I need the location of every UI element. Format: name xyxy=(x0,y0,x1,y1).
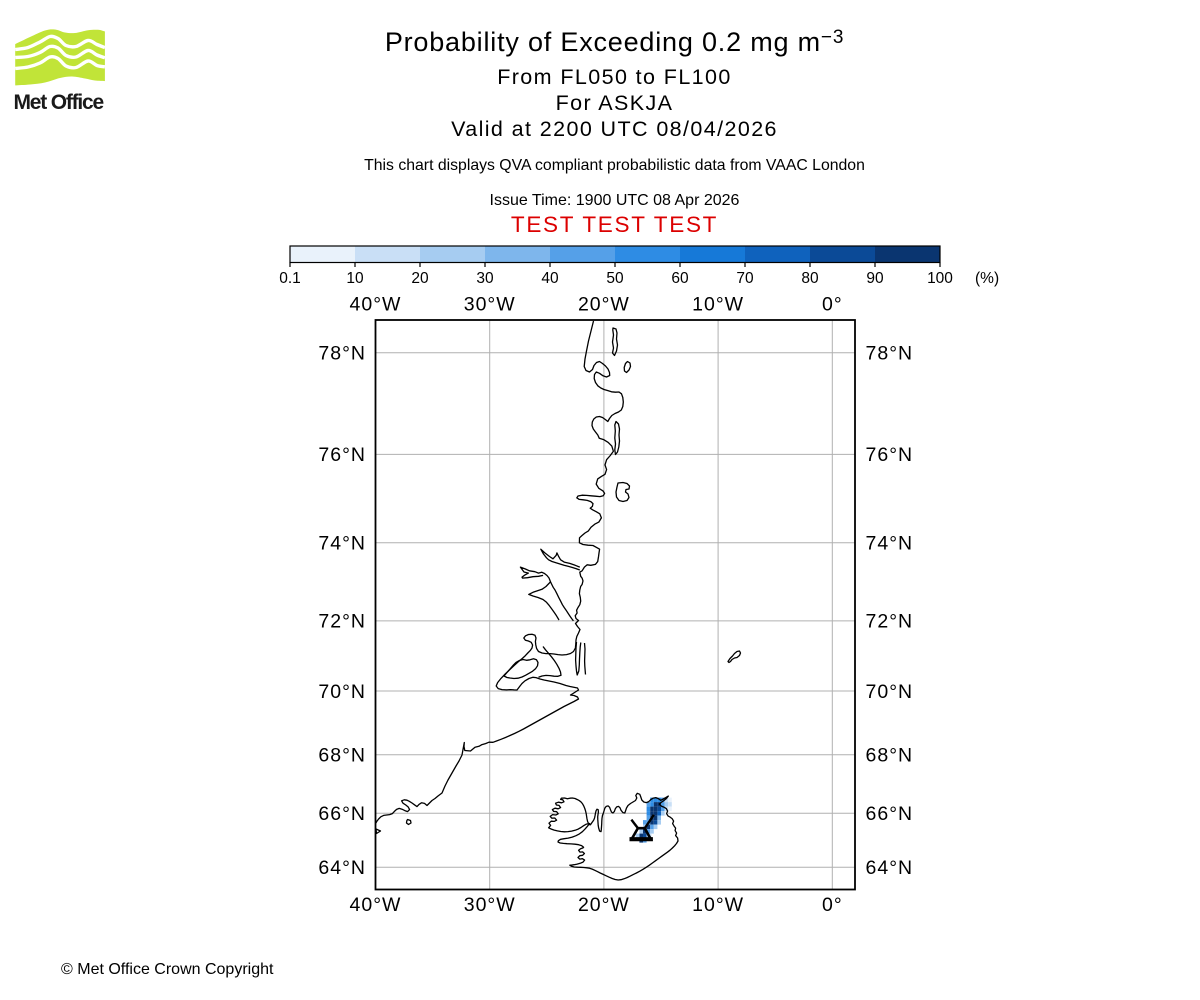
svg-text:40: 40 xyxy=(541,270,559,287)
svg-text:90: 90 xyxy=(866,270,884,287)
svg-text:0.1: 0.1 xyxy=(279,270,301,287)
svg-text:72°N: 72°N xyxy=(866,611,914,633)
svg-text:60: 60 xyxy=(671,270,689,287)
svg-text:20: 20 xyxy=(411,270,429,287)
svg-text:30°W: 30°W xyxy=(464,894,516,916)
svg-text:70°N: 70°N xyxy=(866,681,914,703)
svg-text:80: 80 xyxy=(801,270,819,287)
svg-text:72°N: 72°N xyxy=(318,611,366,633)
svg-text:64°N: 64°N xyxy=(866,857,914,879)
svg-text:70°N: 70°N xyxy=(318,681,366,703)
svg-text:74°N: 74°N xyxy=(866,533,914,555)
svg-text:50: 50 xyxy=(606,270,624,287)
svg-text:76°N: 76°N xyxy=(318,444,366,466)
svg-text:Met Office: Met Office xyxy=(14,91,104,114)
svg-text:78°N: 78°N xyxy=(866,343,914,365)
svg-text:(%): (%) xyxy=(975,270,999,287)
svg-text:40°W: 40°W xyxy=(350,894,402,916)
svg-text:30°W: 30°W xyxy=(464,294,516,316)
svg-text:74°N: 74°N xyxy=(318,533,366,555)
svg-text:40°W: 40°W xyxy=(350,294,402,316)
svg-text:20°W: 20°W xyxy=(578,894,630,916)
svg-text:68°N: 68°N xyxy=(318,745,366,767)
svg-text:10: 10 xyxy=(346,270,364,287)
svg-text:100: 100 xyxy=(927,270,953,287)
svg-text:20°W: 20°W xyxy=(578,294,630,316)
svg-text:0°: 0° xyxy=(822,894,843,916)
svg-text:0°: 0° xyxy=(822,294,843,316)
svg-text:76°N: 76°N xyxy=(866,444,914,466)
svg-text:64°N: 64°N xyxy=(318,857,366,879)
svg-text:66°N: 66°N xyxy=(318,803,366,825)
svg-text:78°N: 78°N xyxy=(318,343,366,365)
svg-text:66°N: 66°N xyxy=(866,803,914,825)
svg-text:10°W: 10°W xyxy=(692,294,744,316)
svg-text:10°W: 10°W xyxy=(692,894,744,916)
svg-text:68°N: 68°N xyxy=(866,745,914,767)
svg-text:70: 70 xyxy=(736,270,754,287)
svg-text:30: 30 xyxy=(476,270,494,287)
